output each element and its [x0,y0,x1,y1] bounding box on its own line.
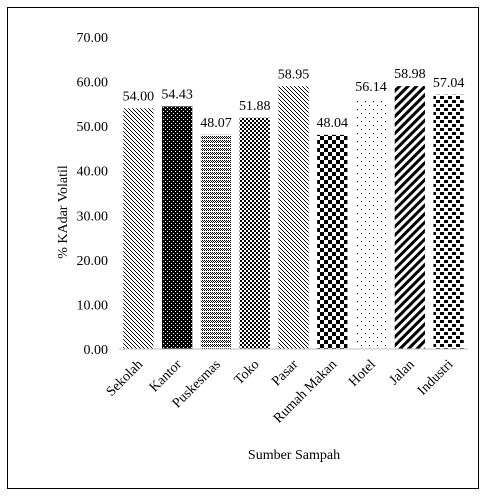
bar-pasar [278,86,309,349]
x-tick-label: Sekolah [104,357,147,400]
y-axis-title: % KAdar Volatil [56,165,71,259]
data-label: 56.14 [355,80,387,95]
bar-hotel [355,98,387,349]
bar-kantor [162,106,193,350]
y-tick-label: 30.00 [77,209,109,224]
bar-industri [433,94,464,349]
y-tick-label: 10.00 [77,298,109,313]
data-label: 54.00 [123,89,155,104]
y-tick-label: 0.00 [84,343,109,358]
y-tick-label: 40.00 [77,165,109,180]
y-tick-label: 50.00 [77,120,109,135]
y-tick-label: 60.00 [77,76,109,91]
data-label: 48.07 [200,116,232,131]
data-label: 54.43 [161,87,193,102]
data-label: 48.04 [317,116,349,131]
bar-toko [239,117,270,349]
y-axis: 0.00 10.00 20.00 30.00 40.00 50.00 60.00 70.00 [77,31,109,358]
y-tick-label: 20.00 [77,254,109,269]
bar-rumah-makan [317,134,348,349]
bar-sekolah [123,108,154,349]
x-tick-label: Jalan [387,357,418,388]
x-axis-title: Sumber Sampah [248,448,340,463]
data-label: 51.88 [239,99,271,114]
data-label: 57.04 [433,76,465,91]
bars [123,86,464,350]
x-tick-label: Industri [415,357,456,398]
x-tick-label: Pasar [269,357,301,389]
bar-jalan [394,86,425,350]
y-tick-label: 70.00 [77,31,109,46]
data-label: 58.98 [394,67,426,82]
bar-puskesmas [200,134,232,349]
x-tick-label: Toko [232,357,263,388]
x-tick-label: Hotel [346,357,379,390]
data-label: 58.95 [278,67,310,82]
value-labels: 54.00 54.43 48.07 51.88 58.95 48.04 56.14 58.98… [123,67,465,131]
